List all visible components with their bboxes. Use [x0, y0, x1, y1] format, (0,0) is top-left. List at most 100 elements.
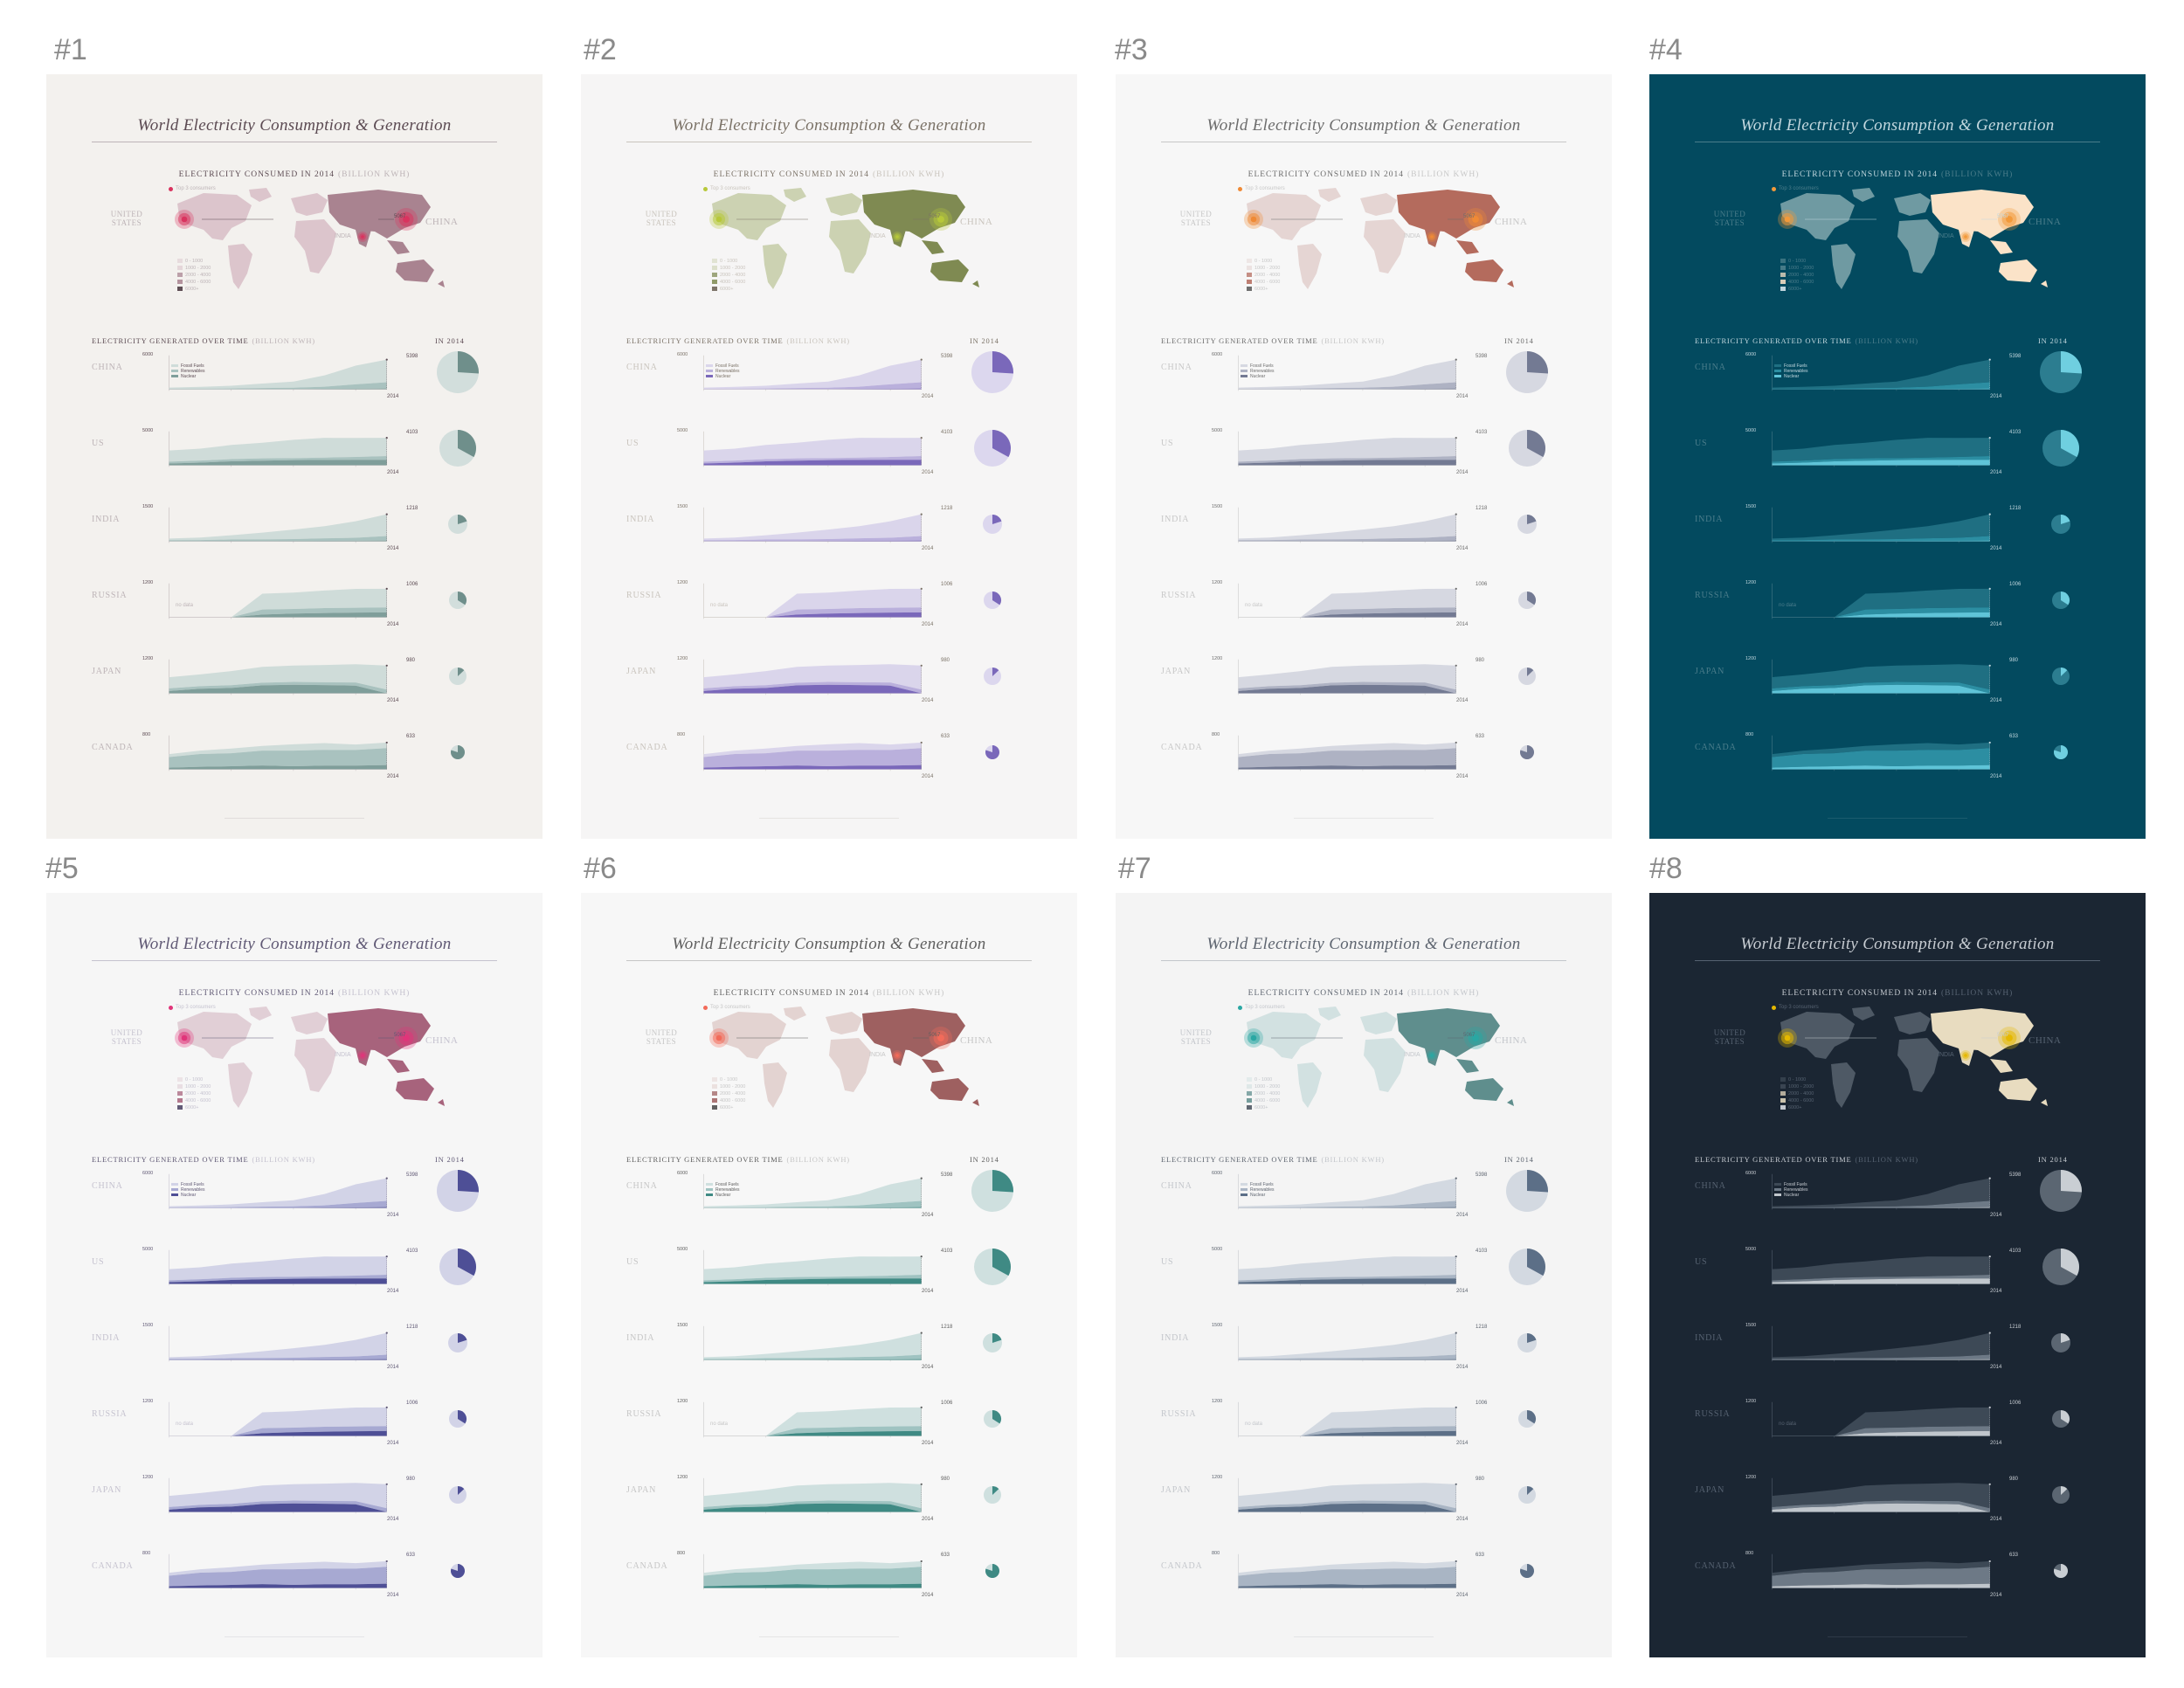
- series-legend-label: Renewables: [715, 1187, 740, 1193]
- end-marker-dot: [1455, 1256, 1457, 1258]
- country-name: INDIA: [1161, 515, 1190, 524]
- scale-swatch: [712, 273, 717, 278]
- generation-area-chart: [169, 1401, 388, 1438]
- area-nuclear: [1238, 764, 1456, 770]
- axis-end-year-label: 2014: [387, 470, 399, 475]
- end-marker-dot: [1988, 587, 1991, 591]
- map-label-india: INDIA: [1938, 233, 1954, 239]
- generation-heading: ELECTRICITY GENERATED OVER TIME: [92, 1155, 249, 1164]
- country-name: INDIA: [1695, 1333, 1724, 1343]
- scale-swatch: [712, 1098, 717, 1103]
- variant-number-label: #4: [1649, 33, 1683, 66]
- country-name: CANADA: [1161, 743, 1203, 752]
- pie-2014: [974, 1249, 1011, 1285]
- continent-africa: [1364, 219, 1406, 273]
- series-legend-label: Nuclear: [715, 1193, 731, 1198]
- y-axis-max-label: 5000: [142, 428, 154, 433]
- pie-slice: [992, 351, 1013, 374]
- series-swatch: [1774, 1183, 1781, 1186]
- series-legend-item: Nuclear: [1241, 1193, 1275, 1198]
- series-swatch: [1241, 1188, 1248, 1192]
- pie-slice: [458, 591, 467, 605]
- area-fossil: [703, 514, 922, 541]
- generation-area-chart: [1238, 1401, 1457, 1438]
- scale-item-label: 0 - 1000: [1254, 259, 1273, 264]
- pie-2014: [1518, 668, 1536, 685]
- axis-end-year-label: 2014: [1990, 698, 2002, 703]
- scale-swatch: [177, 1091, 183, 1097]
- generation-area-chart: [703, 735, 923, 771]
- continent-australia: [930, 1078, 969, 1101]
- country-name: JAPAN: [92, 1485, 122, 1495]
- continent-southeast-asia: [922, 1059, 944, 1073]
- scale-item-label: 0 - 1000: [720, 259, 738, 264]
- area-nuclear: [703, 1207, 922, 1208]
- end-marker-dot: [920, 587, 923, 591]
- value-2014-label: 980: [2009, 1477, 2019, 1482]
- scale-item-label: 6000+: [185, 287, 199, 292]
- area-fossil: [1772, 1178, 1990, 1208]
- area-renewables: [703, 1200, 922, 1208]
- area-nuclear: [1238, 1359, 1456, 1360]
- generation-heading: ELECTRICITY GENERATED OVER TIME: [1161, 336, 1318, 345]
- pie-slice: [2061, 668, 2068, 676]
- scale-item: 4000 - 6000: [1247, 1097, 1280, 1104]
- continent-greenland: [1318, 1007, 1341, 1020]
- series-legend-item: Nuclear: [1774, 1193, 1808, 1198]
- generation-area-chart: [169, 659, 388, 695]
- scale-item: 4000 - 6000: [712, 1097, 745, 1104]
- pie-slice: [1519, 1564, 1534, 1578]
- area-fossil: [1238, 1178, 1456, 1208]
- country-name: INDIA: [1161, 1333, 1190, 1343]
- pie-slice: [992, 515, 1002, 524]
- scale-item-label: 0 - 1000: [185, 259, 204, 264]
- scale-item: 2000 - 4000: [1780, 1090, 1814, 1097]
- pie-slice: [458, 1170, 479, 1193]
- pie-2014: [2042, 430, 2079, 467]
- pie-slice: [458, 430, 476, 458]
- country-name: JAPAN: [1695, 1485, 1725, 1495]
- value-2014-label: 633: [406, 734, 416, 739]
- pie-2014: [985, 1564, 999, 1578]
- scale-item: 1000 - 2000: [1780, 1083, 1814, 1090]
- in-2014-heading: IN 2014: [970, 336, 999, 345]
- generation-unit: (BILLION KWH): [1855, 336, 1918, 345]
- pie-slice: [992, 1486, 999, 1495]
- generation-section-title: ELECTRICITY GENERATED OVER TIME (BILLION …: [92, 336, 315, 345]
- area-fossil: [703, 438, 922, 462]
- scale-item-label: 2000 - 4000: [1254, 1091, 1281, 1097]
- scale-swatch: [712, 266, 717, 271]
- y-axis-max-label: 1500: [677, 504, 688, 509]
- consumption-section-title: ELECTRICITY CONSUMED IN 2014 (BILLION KWH…: [581, 170, 1077, 179]
- axis-end-year-label: 2014: [387, 698, 399, 703]
- infographic-title: World Electricity Consumption & Generati…: [137, 935, 452, 953]
- end-marker-dot: [1988, 1177, 1991, 1180]
- top3-legend: Top 3 consumers: [1238, 1005, 1285, 1010]
- scale-item: 2000 - 4000: [1780, 272, 1814, 279]
- map-scale-legend: 0 - 1000 1000 - 2000 2000 - 4000 4000 - 600…: [1247, 1076, 1280, 1111]
- pie-slice: [992, 668, 999, 676]
- pie-slice: [2061, 591, 2070, 605]
- value-2014-label: 633: [1476, 1553, 1485, 1558]
- axis-end-year-label: 2014: [922, 1517, 934, 1522]
- y-axis-max-label: 6000: [1212, 1171, 1223, 1176]
- scale-item-label: 4000 - 6000: [185, 1098, 211, 1103]
- generation-area-chart: [1772, 735, 1991, 771]
- scale-item-label: 4000 - 6000: [720, 1098, 746, 1103]
- in-2014-heading: IN 2014: [435, 336, 465, 345]
- area-renewables: [1300, 607, 1456, 618]
- infographic-panel: World Electricity Consumption & Generati…: [581, 893, 1077, 1657]
- country-name: CANADA: [1695, 1561, 1737, 1571]
- series-legend-label: Renewables: [1784, 1187, 1808, 1193]
- pie-2014: [2053, 1564, 2068, 1578]
- country-name: INDIA: [626, 1333, 655, 1343]
- pie-2014: [449, 1410, 467, 1428]
- continent-south-america: [1831, 1062, 1856, 1108]
- end-marker-dot: [1988, 1483, 1991, 1485]
- series-legend: Fossil Fuels Renewables Nuclear: [706, 1182, 740, 1198]
- continent-north-america: [1780, 1012, 1855, 1059]
- consumption-heading: ELECTRICITY CONSUMED IN 2014: [1781, 170, 1938, 179]
- generation-area-chart: [169, 583, 388, 619]
- value-2014-label: 980: [2009, 658, 2019, 663]
- pie-slice: [1527, 1249, 1545, 1276]
